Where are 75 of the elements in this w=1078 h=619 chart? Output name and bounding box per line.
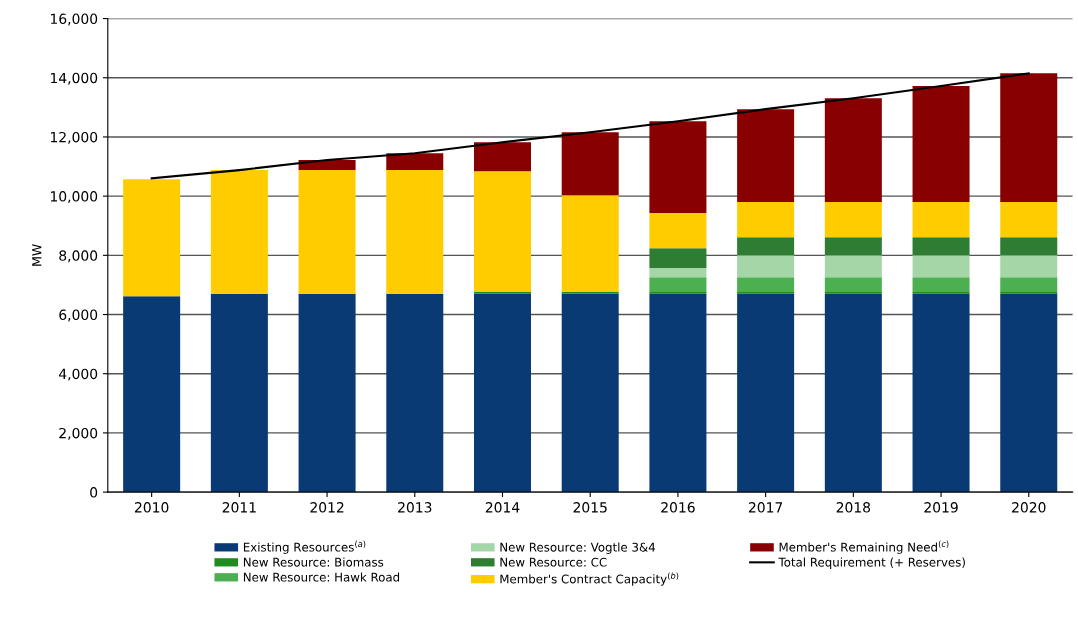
x-tick-label: 2014 [485,502,520,513]
y-tick-label: 14,000 [51,72,98,85]
y-axis-title: MW [32,244,42,266]
bar [386,293,444,493]
legend-label: New Resource: CC [500,557,607,567]
bar [649,248,707,269]
bar [649,121,707,214]
y-tick-label: 0 [90,487,98,498]
bar [737,237,795,256]
bar [123,296,181,493]
x-tick-label: 2018 [836,502,871,513]
y-tick-label: 10,000 [51,191,98,204]
legend-label: New Resource: Biomass [243,557,384,567]
x-tick-label: 2013 [398,502,432,513]
bar [649,268,707,278]
bar [1000,202,1058,238]
legend-label: Member's Contract Capacity$^{(b)}$ [500,572,679,586]
y-tick-label: 16,000 [51,13,98,26]
bar [1000,237,1058,256]
x-tick-label: 2020 [1012,502,1046,513]
y-tick-label: 8,000 [59,250,98,263]
x-tick-label: 2019 [924,502,958,513]
legend-label: Member's Remaining Need$^{(c)}$ [779,540,949,554]
bar [386,153,444,171]
bar [737,255,795,278]
bar [561,293,619,493]
x-tick-label: 2010 [135,502,169,513]
bar [824,98,882,203]
bar [1000,73,1058,203]
bar [473,293,531,493]
x-tick-label: 2015 [573,502,607,513]
bar [737,277,795,293]
bar [123,179,181,297]
bar [649,213,707,249]
bar [386,170,444,294]
bar [210,170,268,294]
x-tick-label: 2011 [222,502,256,513]
y-tick-label: 4,000 [59,368,98,381]
bar [473,142,531,172]
bar [824,277,882,293]
bar [824,293,882,493]
y-tick-label: 6,000 [59,309,98,322]
bar [1000,293,1058,493]
x-tick-label: 2012 [310,502,344,513]
bar [1000,277,1058,293]
bar [912,202,970,238]
y-tick-label: 2,000 [59,427,98,440]
bar [737,202,795,238]
bar [824,202,882,238]
legend-label: New Resource: Vogtle 3&4 [500,542,656,554]
legend-label: New Resource: Hawk Road [243,572,400,582]
x-tick-label: 2017 [748,502,783,513]
bar [210,293,268,493]
bar [561,195,619,293]
bar [298,293,356,493]
y-tick-label: 12,000 [51,131,98,144]
bar [824,237,882,256]
legend-label: Existing Resources$^{(a)}$ [243,540,366,554]
bar [737,293,795,493]
bar [473,171,531,293]
bar [1000,255,1058,278]
bar [824,255,882,278]
bar [737,109,795,203]
x-tick-label: 2016 [661,502,695,513]
line-series [150,72,1030,180]
bar [561,132,619,196]
bar [912,237,970,256]
bar [912,86,970,203]
bar [649,277,707,293]
bar [649,293,707,493]
bar [912,277,970,293]
bar [912,255,970,278]
legend-label: Total Requirement (+ Reserves) [778,557,965,569]
bar [912,293,970,493]
bar [298,170,356,294]
